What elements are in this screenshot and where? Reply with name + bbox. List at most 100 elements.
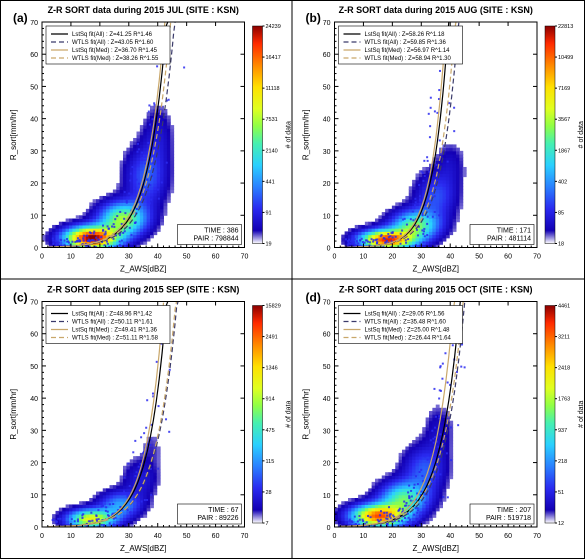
y-tick-label: 20 <box>323 461 331 468</box>
colorbar-tick: 1867 <box>558 148 570 154</box>
legend-item: LstSq fit(Med) : Z=49.41 R^1.36 <box>72 328 158 334</box>
x-tick-label: 40 <box>446 533 454 540</box>
x-tick-label: 70 <box>533 533 541 540</box>
y-tick-label: 0 <box>327 525 331 532</box>
y-tick-label: 40 <box>323 396 331 403</box>
x-tick-label: 40 <box>154 254 162 261</box>
panel-title: Z-R SORT data during 2015 JUL (SITE : KS… <box>48 5 239 15</box>
panel-title: Z-R SORT data during 2015 OCT (SITE : KS… <box>339 285 533 295</box>
x-tick-label: 20 <box>388 254 396 261</box>
colorbar-tick: 28 <box>266 490 272 496</box>
x-tick-label: 40 <box>446 254 454 261</box>
y-tick-label: 70 <box>30 20 38 27</box>
y-tick-label: 0 <box>34 525 38 532</box>
y-tick-label: 50 <box>30 84 38 91</box>
colorbar-tick: 10499 <box>558 55 573 61</box>
x-tick-label: 20 <box>96 533 104 540</box>
colorbar-label: # of data <box>286 121 293 148</box>
y-tick-label: 40 <box>30 117 38 124</box>
y-tick-label: 40 <box>323 117 331 124</box>
legend: LstSq fit(All) : Z=29.05 R^1.56WTLS fit(… <box>339 306 463 344</box>
x-tick-label: 60 <box>212 254 220 261</box>
legend-item: WTLS fit(Med) : Z=26.44 R^1.64 <box>365 336 452 342</box>
y-tick-label: 70 <box>30 300 38 307</box>
x-tick-label: 0 <box>40 533 44 540</box>
y-tick-label: 50 <box>30 364 38 371</box>
y-tick-label: 40 <box>30 396 38 403</box>
colorbar <box>253 26 263 244</box>
panel-letter: (d) <box>306 291 321 305</box>
colorbar-tick: 7 <box>266 521 269 527</box>
panel-title: Z-R SORT data during 2015 SEP (SITE : KS… <box>47 285 239 295</box>
y-axis-label: R_sort[mm/hr] <box>9 109 18 160</box>
colorbar-tick: 51 <box>558 490 564 496</box>
y-tick-label: 60 <box>30 332 38 339</box>
colorbar-tick: 441 <box>266 179 275 185</box>
colorbar-tick: 115 <box>266 459 275 465</box>
x-axis-label: Z_AWS[dBZ] <box>120 544 166 553</box>
y-tick-label: 60 <box>323 52 331 59</box>
legend-item: LstSq fit(Med) : Z=25.00 R^1.48 <box>365 328 451 334</box>
legend: LstSq fit(All) : Z=58.26 R^1.18 WTLS fit(… <box>339 26 463 64</box>
info-pair: PAIR : 89226 <box>197 515 238 522</box>
y-tick-label: 60 <box>30 52 38 59</box>
x-tick-label: 30 <box>417 254 425 261</box>
info-time: TIME : 67 <box>208 507 238 514</box>
info-box: TIME : 207PAIR : 519718 <box>470 504 534 524</box>
y-axis-label: R_sort[mm/hr] <box>9 389 18 440</box>
legend-item: WTLS fit(Med) : Z=38.26 R^1.55 <box>72 56 159 62</box>
info-box: TIME : 67PAIR : 89226 <box>178 504 242 524</box>
y-tick-label: 10 <box>323 493 331 500</box>
x-axis-label: Z_AWS[dBZ] <box>413 544 459 553</box>
x-tick-label: 50 <box>475 254 483 261</box>
x-tick-label: 70 <box>533 254 541 261</box>
x-tick-label: 60 <box>212 533 220 540</box>
colorbar <box>253 306 263 524</box>
legend-item: WTLS fit(All) : Z=50.11 R^1.61 <box>72 320 154 326</box>
x-tick-label: 0 <box>40 254 44 261</box>
info-time: TIME : 386 <box>204 228 238 235</box>
colorbar <box>545 306 555 524</box>
colorbar-tick: 3211 <box>558 335 570 341</box>
y-tick-label: 70 <box>323 300 331 307</box>
x-tick-label: 50 <box>183 254 191 261</box>
info-box: TIME : 386PAIR : 798844 <box>178 225 242 245</box>
x-tick-label: 60 <box>504 254 512 261</box>
y-tick-label: 50 <box>323 364 331 371</box>
y-tick-label: 10 <box>323 213 331 220</box>
colorbar-tick: 402 <box>558 179 567 185</box>
y-tick-label: 20 <box>30 181 38 188</box>
colorbar-tick: 12 <box>558 521 564 527</box>
colorbar-tick: 7169 <box>558 86 570 92</box>
legend-item: WTLS fit(All) : Z=43.05 R^1.60 <box>72 40 154 46</box>
y-tick-label: 20 <box>30 461 38 468</box>
info-pair: PAIR : 798844 <box>193 236 238 243</box>
legend-item: LstSq fit(All) : Z=41.25 R^1.46 <box>72 32 153 38</box>
x-tick-label: 0 <box>333 254 337 261</box>
colorbar-tick: 1763 <box>558 397 570 403</box>
y-tick-label: 0 <box>327 246 331 253</box>
legend-item: WTLS fit(Med) : Z=51.11 R^1.58 <box>72 336 159 342</box>
panel: Z-R SORT data during 2015 OCT (SITE : KS… <box>293 280 585 559</box>
colorbar-tick: 11118 <box>266 86 280 92</box>
y-tick-label: 60 <box>323 332 331 339</box>
info-pair: PAIR : 481114 <box>487 236 531 243</box>
colorbar-tick: 2491 <box>266 335 278 341</box>
colorbar-label: # of data <box>578 401 585 428</box>
legend: LstSq fit(All) : Z=41.25 R^1.46 WTLS fit(… <box>46 26 170 64</box>
colorbar-tick: 3567 <box>558 117 570 123</box>
legend: LstSq fit(All) : Z=48.96 R^1.42WTLS fit(… <box>46 306 170 344</box>
colorbar-label: # of data <box>286 401 293 428</box>
legend-item: LstSq fit(All) : Z=58.26 R^1.18 <box>365 32 446 38</box>
y-tick-label: 20 <box>323 181 331 188</box>
panel-title: Z-R SORT data during 2015 AUG (SITE : KS… <box>339 5 533 15</box>
x-tick-label: 70 <box>241 254 249 261</box>
legend-item: LstSq fit(Med) : Z=36.70 R^1.45 <box>72 48 158 54</box>
y-tick-label: 0 <box>34 246 38 253</box>
x-tick-label: 50 <box>475 533 483 540</box>
legend-item: WTLS fit(All) : Z=59.85 R^1.36 <box>365 40 447 46</box>
x-tick-label: 10 <box>67 254 75 261</box>
x-tick-label: 50 <box>183 533 191 540</box>
colorbar <box>545 26 555 244</box>
panel-letter: (b) <box>306 11 321 25</box>
